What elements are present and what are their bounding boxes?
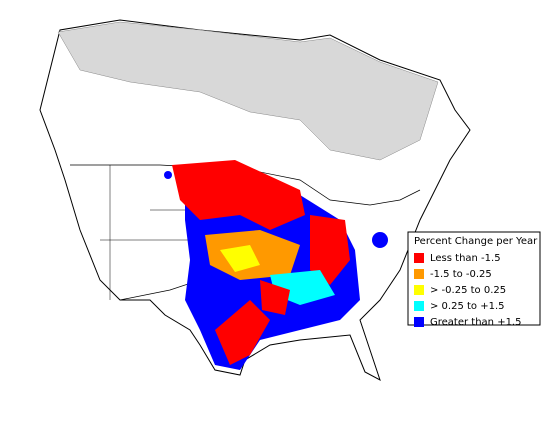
legend-swatch bbox=[414, 301, 424, 311]
region-blue bbox=[335, 290, 355, 310]
region-blue bbox=[372, 232, 388, 248]
region-red bbox=[310, 215, 350, 285]
legend: Percent Change per Year Less than -1.5 -1… bbox=[407, 231, 541, 328]
legend-swatch bbox=[414, 317, 424, 327]
legend-swatch bbox=[414, 285, 424, 295]
legend-swatch bbox=[414, 269, 424, 279]
region-red bbox=[172, 160, 305, 230]
legend-label: -1.5 to -0.25 bbox=[430, 269, 492, 280]
legend-label: Less than -1.5 bbox=[430, 253, 501, 264]
legend-label: > 0.25 to +1.5 bbox=[430, 301, 505, 312]
region-red bbox=[215, 300, 270, 365]
region-red bbox=[260, 280, 290, 315]
legend-label: > -0.25 to 0.25 bbox=[430, 285, 506, 296]
legend-label: Greater than +1.5 bbox=[430, 317, 521, 328]
region-blue bbox=[164, 171, 172, 179]
legend-items: Less than -1.5 -1.5 to -0.25 > -0.25 to 0.… bbox=[414, 253, 521, 328]
legend-box bbox=[407, 231, 541, 326]
legend-swatch bbox=[414, 253, 424, 263]
region-blue bbox=[191, 281, 219, 309]
boreal-region bbox=[57, 21, 439, 161]
legend-title: Percent Change per Year bbox=[414, 236, 538, 247]
region-yellow bbox=[220, 245, 260, 272]
